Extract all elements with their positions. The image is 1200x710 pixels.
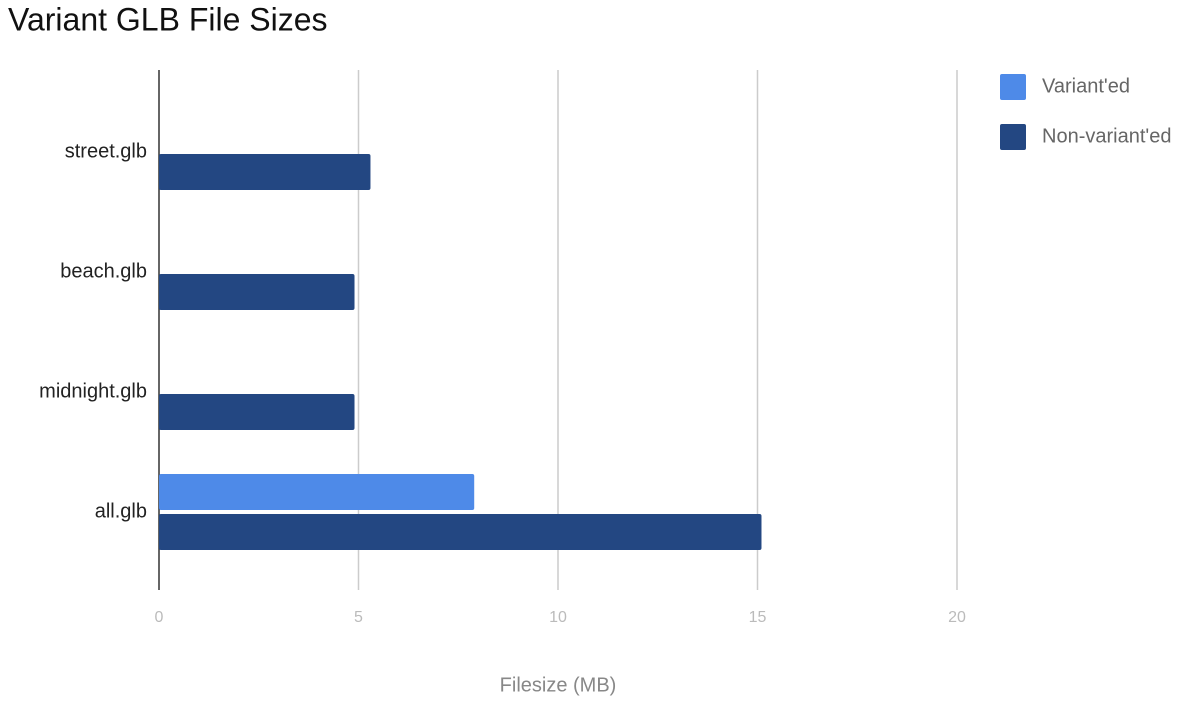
legend-label: Non-variant'ed xyxy=(1042,125,1171,147)
legend-swatch xyxy=(1000,74,1026,100)
legend-swatch xyxy=(1000,124,1026,150)
y-tick-label: midnight.glb xyxy=(39,380,147,402)
bar xyxy=(159,474,475,510)
bar xyxy=(159,514,762,550)
chart-title: Variant GLB File Sizes xyxy=(8,1,328,37)
x-tick-label: 5 xyxy=(354,609,363,626)
x-axis-title: Filesize (MB) xyxy=(500,674,617,696)
x-tick-label: 15 xyxy=(749,609,767,626)
y-tick-label: street.glb xyxy=(65,140,147,162)
legend-label: Variant'ed xyxy=(1042,75,1130,97)
bar xyxy=(159,274,355,310)
bar xyxy=(159,154,371,190)
bar xyxy=(159,394,355,430)
y-tick-label: beach.glb xyxy=(60,260,147,282)
y-tick-label: all.glb xyxy=(95,500,147,522)
x-tick-label: 10 xyxy=(549,609,567,626)
x-tick-label: 20 xyxy=(948,609,966,626)
x-tick-label: 0 xyxy=(155,609,164,626)
